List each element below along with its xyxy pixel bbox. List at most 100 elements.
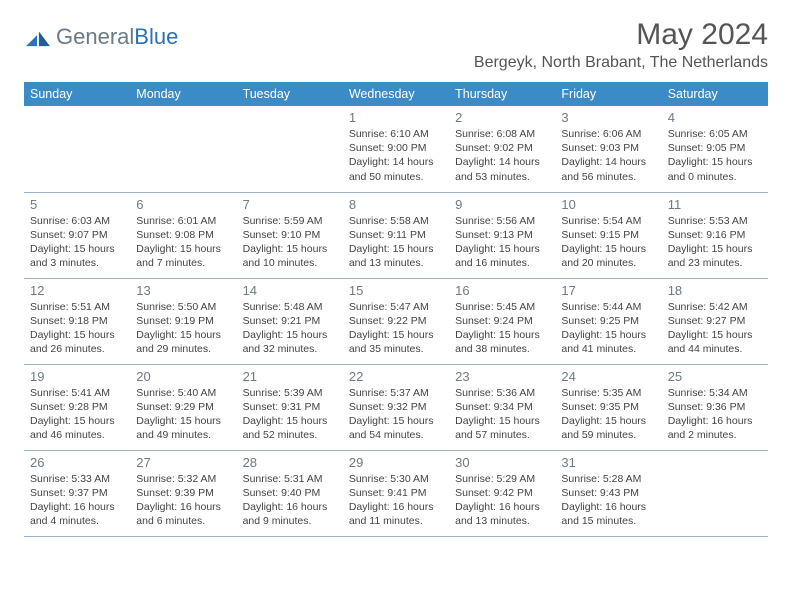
day-number: 7 (243, 197, 337, 212)
day-info: Sunrise: 5:45 AMSunset: 9:24 PMDaylight:… (455, 300, 549, 357)
day-info-line: Sunrise: 5:48 AM (243, 300, 337, 314)
day-info-line: Sunset: 9:25 PM (561, 314, 655, 328)
day-info-line: Daylight: 16 hours (668, 414, 762, 428)
day-info: Sunrise: 5:42 AMSunset: 9:27 PMDaylight:… (668, 300, 762, 357)
calendar-day-cell: 9Sunrise: 5:56 AMSunset: 9:13 PMDaylight… (449, 192, 555, 278)
day-info-line: Sunset: 9:40 PM (243, 486, 337, 500)
calendar-day-cell: 4Sunrise: 6:05 AMSunset: 9:05 PMDaylight… (662, 106, 768, 192)
day-info-line: Daylight: 14 hours (455, 155, 549, 169)
day-number: 1 (349, 110, 443, 125)
weekday-header: Thursday (449, 82, 555, 106)
day-info-line: and 20 minutes. (561, 256, 655, 270)
day-info-line: Sunrise: 5:59 AM (243, 214, 337, 228)
day-number: 8 (349, 197, 443, 212)
calendar-day-cell: 8 Sunrise: 5:58 AMSunset: 9:11 PMDaylight… (343, 192, 449, 278)
day-info-line: Sunset: 9:22 PM (349, 314, 443, 328)
day-info-line: Sunset: 9:29 PM (136, 400, 230, 414)
day-info: Sunrise: 6:03 AMSunset: 9:07 PMDaylight:… (30, 214, 124, 271)
calendar-day-cell: 3Sunrise: 6:06 AMSunset: 9:03 PMDaylight… (555, 106, 661, 192)
day-info-line: Sunrise: 6:06 AM (561, 127, 655, 141)
calendar-week-row: 5 Sunrise: 6:03 AMSunset: 9:07 PMDaylight… (24, 192, 768, 278)
day-info: Sunrise: 5:35 AMSunset: 9:35 PMDaylight:… (561, 386, 655, 443)
day-info-line: Sunset: 9:34 PM (455, 400, 549, 414)
day-info-line: Sunrise: 5:37 AM (349, 386, 443, 400)
day-info-line: Daylight: 15 hours (561, 414, 655, 428)
day-info: Sunrise: 5:47 AMSunset: 9:22 PMDaylight:… (349, 300, 443, 357)
day-number: 30 (455, 455, 549, 470)
day-info-line: and 13 minutes. (455, 514, 549, 528)
day-number: 19 (30, 369, 124, 384)
day-info-line: Daylight: 15 hours (30, 414, 124, 428)
day-info-line: Sunrise: 5:42 AM (668, 300, 762, 314)
day-info-line: Sunset: 9:08 PM (136, 228, 230, 242)
day-info-line: Sunrise: 5:35 AM (561, 386, 655, 400)
day-number: 10 (561, 197, 655, 212)
day-info-line: Sunrise: 5:31 AM (243, 472, 337, 486)
weekday-header: Wednesday (343, 82, 449, 106)
day-info-line: Sunset: 9:36 PM (668, 400, 762, 414)
day-info-line: Sunrise: 6:10 AM (349, 127, 443, 141)
day-info-line: and 44 minutes. (668, 342, 762, 356)
day-number: 23 (455, 369, 549, 384)
day-info-line: and 52 minutes. (243, 428, 337, 442)
day-info: Sunrise: 5:36 AMSunset: 9:34 PMDaylight:… (455, 386, 549, 443)
weekday-header: Tuesday (237, 82, 343, 106)
day-info-line: Sunset: 9:19 PM (136, 314, 230, 328)
day-info: Sunrise: 6:01 AMSunset: 9:08 PMDaylight:… (136, 214, 230, 271)
day-info-line: and 16 minutes. (455, 256, 549, 270)
day-info-line: Sunset: 9:37 PM (30, 486, 124, 500)
day-info-line: and 35 minutes. (349, 342, 443, 356)
day-info-line: and 10 minutes. (243, 256, 337, 270)
day-info-line: Daylight: 15 hours (136, 242, 230, 256)
day-info-line: and 9 minutes. (243, 514, 337, 528)
calendar-day-cell: 28Sunrise: 5:31 AMSunset: 9:40 PMDayligh… (237, 450, 343, 536)
weekday-header: Sunday (24, 82, 130, 106)
day-info-line: and 23 minutes. (668, 256, 762, 270)
day-info: Sunrise: 5:59 AMSunset: 9:10 PMDaylight:… (243, 214, 337, 271)
day-number: 18 (668, 283, 762, 298)
day-info: Sunrise: 5:33 AMSunset: 9:37 PMDaylight:… (30, 472, 124, 529)
day-info: Sunrise: 5:29 AMSunset: 9:42 PMDaylight:… (455, 472, 549, 529)
day-info-line: Sunrise: 5:44 AM (561, 300, 655, 314)
day-info: Sunrise: 5:34 AMSunset: 9:36 PMDaylight:… (668, 386, 762, 443)
day-info-line: Daylight: 15 hours (668, 155, 762, 169)
day-info-line: Sunrise: 5:40 AM (136, 386, 230, 400)
day-number: 24 (561, 369, 655, 384)
calendar-day-cell: 17Sunrise: 5:44 AMSunset: 9:25 PMDayligh… (555, 278, 661, 364)
day-info-line: Sunrise: 5:34 AM (668, 386, 762, 400)
day-number: 5 (30, 197, 124, 212)
day-number: 20 (136, 369, 230, 384)
day-info-line: Sunrise: 5:41 AM (30, 386, 124, 400)
calendar-body: 1Sunrise: 6:10 AMSunset: 9:00 PMDaylight… (24, 106, 768, 536)
calendar-empty-cell (237, 106, 343, 192)
day-info-line: and 50 minutes. (349, 170, 443, 184)
header: GeneralBlue May 2024 Bergeyk, North Brab… (24, 18, 768, 78)
day-info-line: Sunset: 9:31 PM (243, 400, 337, 414)
day-info-line: Sunrise: 5:39 AM (243, 386, 337, 400)
day-info-line: Sunrise: 5:36 AM (455, 386, 549, 400)
day-info-line: Daylight: 16 hours (349, 500, 443, 514)
day-info-line: Daylight: 15 hours (561, 242, 655, 256)
day-info-line: Sunrise: 5:30 AM (349, 472, 443, 486)
day-info-line: Sunrise: 5:33 AM (30, 472, 124, 486)
month-title: May 2024 (474, 18, 768, 52)
logo-text-general: General (56, 24, 134, 49)
day-number: 11 (668, 197, 762, 212)
day-info-line: and 54 minutes. (349, 428, 443, 442)
calendar-day-cell: 29Sunrise: 5:30 AMSunset: 9:41 PMDayligh… (343, 450, 449, 536)
calendar-table: SundayMondayTuesdayWednesdayThursdayFrid… (24, 82, 768, 537)
calendar-day-cell: 25Sunrise: 5:34 AMSunset: 9:36 PMDayligh… (662, 364, 768, 450)
calendar-day-cell: 31Sunrise: 5:28 AMSunset: 9:43 PMDayligh… (555, 450, 661, 536)
calendar-day-cell: 26Sunrise: 5:33 AMSunset: 9:37 PMDayligh… (24, 450, 130, 536)
title-block: May 2024 Bergeyk, North Brabant, The Net… (474, 18, 768, 78)
day-info-line: and 59 minutes. (561, 428, 655, 442)
day-info: Sunrise: 5:58 AMSunset: 9:11 PMDaylight:… (349, 214, 443, 271)
day-info-line: and 2 minutes. (668, 428, 762, 442)
calendar-day-cell: 22Sunrise: 5:37 AMSunset: 9:32 PMDayligh… (343, 364, 449, 450)
day-info-line: Daylight: 14 hours (349, 155, 443, 169)
day-info-line: Daylight: 14 hours (561, 155, 655, 169)
day-info-line: Daylight: 15 hours (668, 242, 762, 256)
day-info-line: Daylight: 15 hours (136, 414, 230, 428)
day-number: 22 (349, 369, 443, 384)
day-info: Sunrise: 6:05 AMSunset: 9:05 PMDaylight:… (668, 127, 762, 184)
